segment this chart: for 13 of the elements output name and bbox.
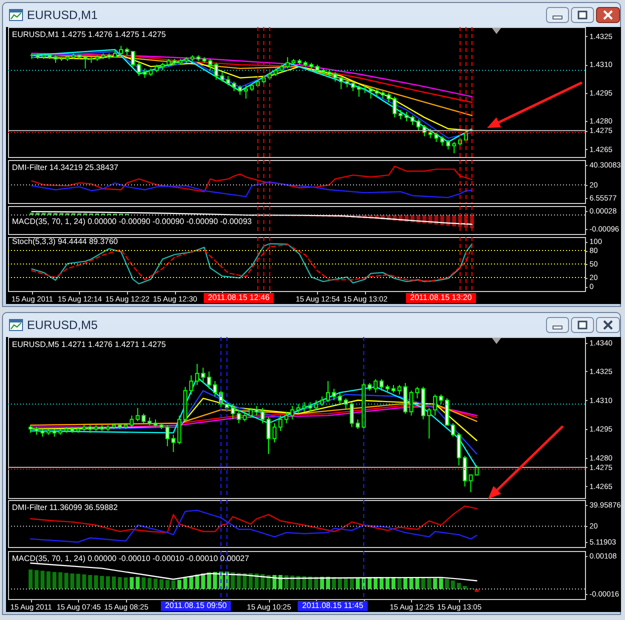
chart-title: MACD(35, 70, 1, 24) 0.00000 -0.00010 -0.00010 -0.00010 0.00027: [12, 554, 250, 563]
chart-subtitle: EURUSD,M1 1.4275 1.4276 1.4275 1.4275: [12, 30, 166, 39]
chart-subtitle: EURUSD,M5 1.4271 1.4276 1.4271 1.4275: [12, 340, 166, 349]
ref-line-label: 2011.08.15 09:50: [165, 601, 228, 610]
ref-line-label: 2011.08.15 12:46: [208, 293, 270, 302]
chart-title: DMI-Filter 14.34219 25.38437: [12, 163, 119, 172]
chart-title: DMI-Filter 11.36099 36.59882: [12, 503, 118, 512]
ref-line-label: 2011.08.15 11:45: [302, 601, 364, 610]
chart-title: Stoch(5,3,3) 94.4444 89.3760: [12, 237, 118, 246]
chart-title: EURUSD,M5: [27, 318, 98, 332]
text: MACD(35, 70, 1, 24) 0.00000 -0.00090 -0.00090 -0.00090 -0.00093: [12, 217, 252, 226]
ref-line-label: 2011.08.15 13:20: [410, 293, 472, 302]
chart-title: EURUSD,M1: [27, 8, 98, 22]
